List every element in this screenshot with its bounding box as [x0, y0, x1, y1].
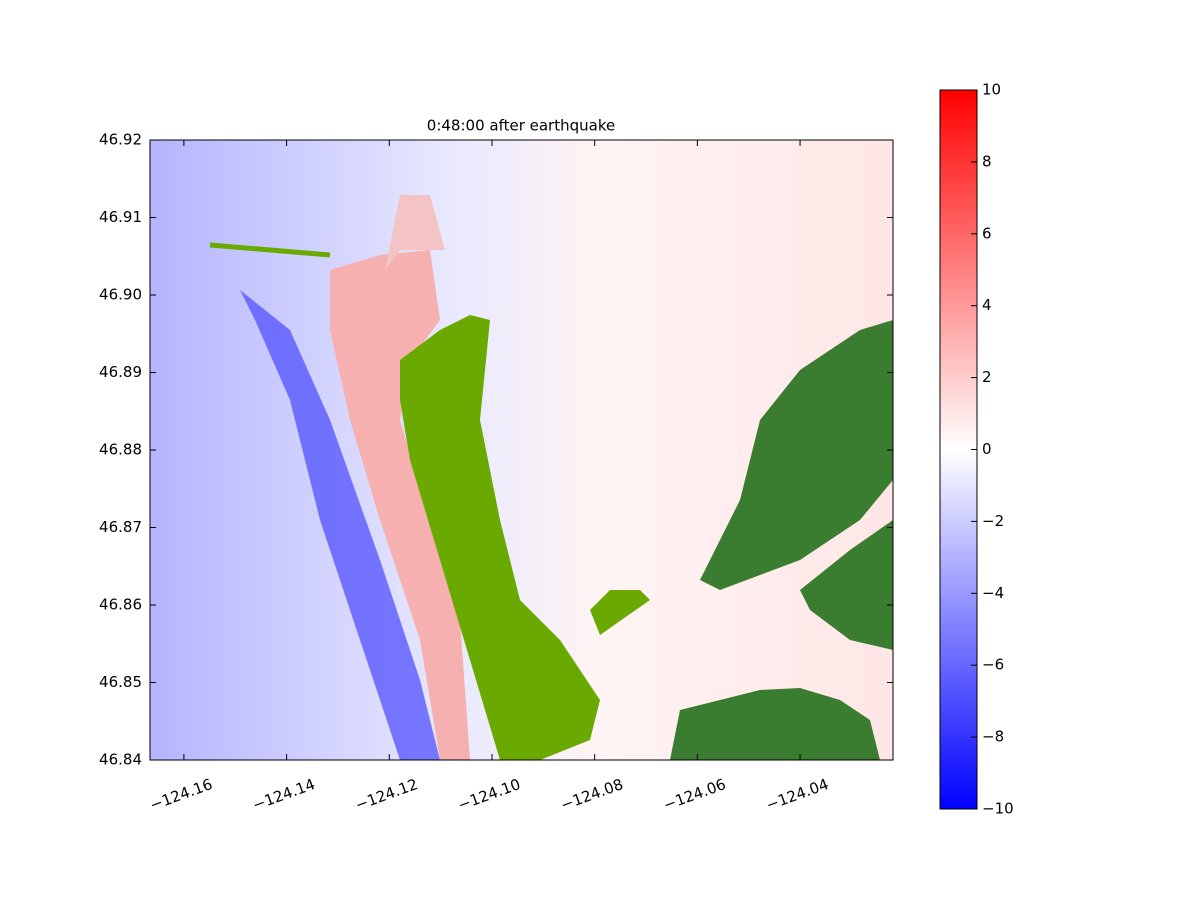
- y-tick-label: 46.92: [99, 131, 142, 149]
- y-tick-label: 46.87: [99, 518, 142, 536]
- colorbar-tick-label: −8: [982, 728, 1004, 746]
- land: [670, 688, 880, 760]
- y-tick-label: 46.85: [99, 673, 142, 691]
- x-tick-label: −124.12: [353, 775, 420, 814]
- x-tick-label: −124.04: [764, 775, 831, 814]
- y-tick-label: 46.84: [99, 751, 142, 769]
- x-tick-label: −124.14: [250, 775, 317, 814]
- island: [590, 590, 650, 635]
- marsh: [400, 315, 600, 760]
- wave-band: [240, 290, 440, 760]
- colorbar-tick-label: 4: [982, 296, 992, 314]
- y-tick-label: 46.91: [99, 208, 142, 226]
- peninsula: [330, 250, 470, 760]
- colorbar-tick-label: −10: [982, 800, 1014, 818]
- jetty: [209, 242, 331, 258]
- colorbar-tick-label: −4: [982, 584, 1004, 602]
- map-field: [150, 140, 893, 760]
- colorbar-tick-label: 10: [982, 81, 1001, 99]
- y-tick-label: 46.90: [99, 286, 142, 304]
- x-tick-label: −124.06: [661, 775, 728, 814]
- colorbar-tick-label: −6: [982, 656, 1004, 674]
- y-tick-label: 46.88: [99, 441, 142, 459]
- colorbar-tick-label: 0: [982, 440, 992, 458]
- colorbar-tick-label: −2: [982, 512, 1004, 530]
- peninsula-tip: [385, 195, 445, 270]
- y-tick-label: 46.89: [99, 363, 142, 381]
- land: [700, 320, 893, 590]
- colorbar-tick-label: 8: [982, 152, 992, 170]
- x-tick-label: −124.10: [456, 775, 523, 814]
- colorbar-tick-label: 2: [982, 368, 992, 386]
- chart-title: 0:48:00 after earthquake: [427, 117, 615, 135]
- y-tick-label: 46.86: [99, 596, 142, 614]
- x-tick-label: −124.16: [148, 775, 215, 814]
- x-tick-label: −124.08: [558, 775, 625, 814]
- land: [800, 520, 893, 650]
- colorbar-tick-label: 6: [982, 224, 992, 242]
